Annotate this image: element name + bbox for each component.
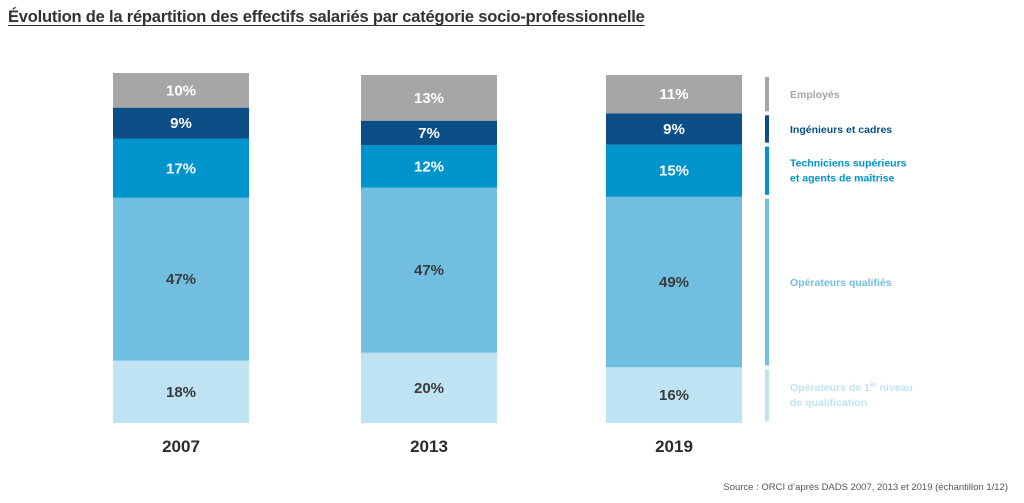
data-label: 9% [663, 121, 685, 138]
bar-segment [361, 145, 497, 188]
data-label: 47% [414, 262, 444, 279]
bar-segment [361, 352, 497, 423]
bar-segment [113, 197, 249, 361]
data-label: 10% [166, 82, 196, 99]
x-axis-labels: 2007 2013 2019 [162, 437, 693, 456]
source-note: Source : ORCI d’après DADS 2007, 2013 et… [723, 482, 1008, 493]
bar-segment [606, 75, 742, 114]
legend-label: Ingénieurs et cadres [790, 124, 892, 136]
data-label: 18% [166, 384, 196, 401]
data-label: 9% [170, 115, 192, 132]
data-label: 49% [659, 274, 689, 291]
data-label: 17% [166, 160, 196, 177]
x-tick-label: 2019 [655, 437, 693, 456]
bar-segment [113, 360, 249, 423]
bar-segment [113, 138, 249, 198]
legend-color-bar [765, 146, 769, 195]
data-label: 15% [659, 163, 689, 180]
x-tick-label: 2007 [162, 437, 200, 456]
data-label: 47% [166, 271, 196, 288]
chart-title: Évolution de la répartition des effectif… [8, 8, 645, 26]
legend: Opérateurs de 1er niveau de qualification… [765, 77, 913, 421]
legend-label: Employés [790, 89, 840, 101]
bar-segment [361, 75, 497, 121]
legend-color-bar [765, 77, 769, 112]
bar-segment [361, 120, 497, 146]
legend-color-bar [765, 115, 769, 143]
data-label: 7% [418, 125, 440, 142]
legend-label: Opérateurs de 1er niveau de qualification [790, 382, 913, 409]
bar-segment [606, 144, 742, 197]
x-tick-label: 2013 [410, 437, 448, 456]
data-label: 11% [659, 86, 688, 103]
bar-segment [606, 367, 742, 423]
legend-color-bar [765, 369, 769, 421]
bar-segment [606, 196, 742, 368]
data-label: 16% [659, 387, 689, 404]
bar-segment [113, 107, 249, 139]
bar-segment [606, 113, 742, 145]
bar-segment [361, 187, 497, 353]
data-label: 20% [414, 380, 444, 397]
data-label: 12% [414, 158, 444, 175]
legend-color-bar [765, 198, 769, 366]
bar-segment [113, 73, 249, 108]
bars-group: 18% 47% 17% 9% 10% 20% 47% 12% 7% 13% 16% 49% 15% 9% 1… [113, 73, 742, 423]
legend-label: Opérateurs qualifiés [790, 277, 892, 289]
legend-label: Techniciens supérieurs et agents de maîtr… [790, 158, 907, 185]
data-label: 13% [414, 90, 444, 107]
